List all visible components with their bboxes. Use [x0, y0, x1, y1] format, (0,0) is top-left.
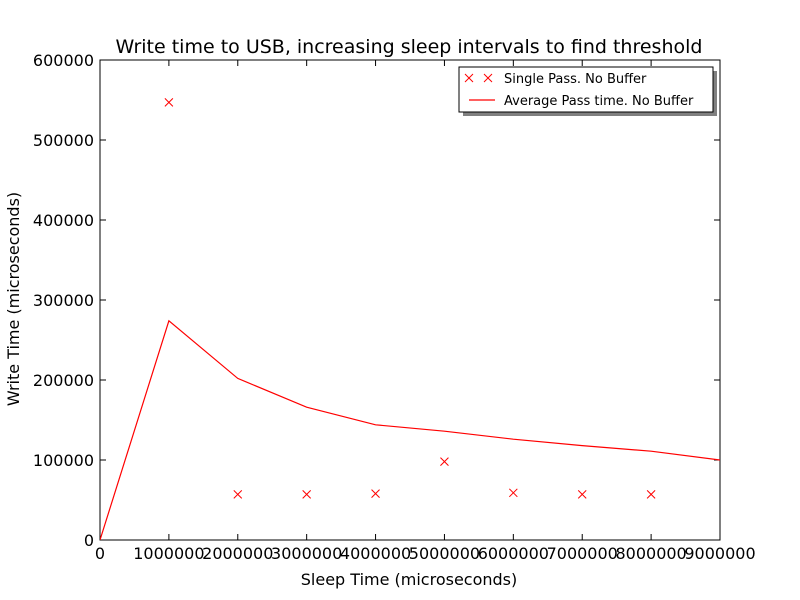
x-tick-label: 0 — [95, 544, 105, 563]
legend-swatch-marker — [483, 73, 493, 83]
y-tick-label: 0 — [84, 531, 94, 550]
single-pass-point — [164, 98, 174, 107]
marker-stroke — [508, 488, 518, 498]
single-pass-point — [577, 490, 587, 499]
single-pass-point — [440, 457, 449, 466]
axes-frame — [99, 59, 721, 541]
marker-stroke — [302, 490, 312, 499]
y-tick-label: 100000 — [33, 451, 94, 470]
single-pass-point — [646, 490, 656, 499]
marker-stroke — [646, 490, 656, 499]
y-axis-title: Write Time (microseconds) — [4, 192, 23, 406]
x-tick-label: 6000000 — [478, 544, 549, 563]
x-tick-label: 2000000 — [202, 544, 273, 563]
marker-stroke — [164, 98, 174, 107]
x-tick-label: 7000000 — [547, 544, 618, 563]
average-pass-line — [100, 319, 720, 540]
x-tick-label: 1000000 — [133, 544, 204, 563]
plot-area: 0 100000020000003000000400000050000006000… — [33, 51, 756, 563]
marker-stroke — [483, 73, 493, 83]
legend-swatch-marker — [464, 73, 474, 83]
marker-stroke — [371, 489, 380, 498]
x-tick-label: 3000000 — [271, 544, 342, 563]
marker-stroke — [464, 73, 474, 83]
x-tick-label: 5000000 — [409, 544, 480, 563]
y-tick-label: 500000 — [33, 131, 94, 150]
single-pass-point — [371, 489, 380, 498]
y-tick-label: 200000 — [33, 371, 94, 390]
marker-stroke — [233, 490, 243, 499]
x-axis-title: Sleep Time (microseconds) — [301, 570, 518, 589]
x-tick-label: 9000000 — [684, 544, 755, 563]
y-tick-label: 300000 — [33, 291, 94, 310]
single-pass-point — [508, 488, 518, 498]
marker-stroke — [577, 490, 587, 499]
y-tick-label: 400000 — [33, 211, 94, 230]
single-pass-point — [233, 490, 243, 499]
series-layer — [100, 98, 720, 540]
legend-label: Single Pass. No Buffer — [504, 72, 647, 87]
single-pass-point — [302, 490, 312, 499]
chart-title: Write time to USB, increasing sleep inte… — [116, 36, 703, 58]
legend-box — [458, 66, 714, 113]
marker-stroke — [440, 457, 449, 466]
y-tick-label: 600000 — [33, 51, 94, 70]
x-tick-label: 8000000 — [615, 544, 686, 563]
legend: Single Pass. No Buffer Average Pass time.… — [458, 66, 717, 116]
legend-label: Average Pass time. No Buffer — [504, 94, 694, 109]
x-tick-label: 4000000 — [340, 544, 411, 563]
